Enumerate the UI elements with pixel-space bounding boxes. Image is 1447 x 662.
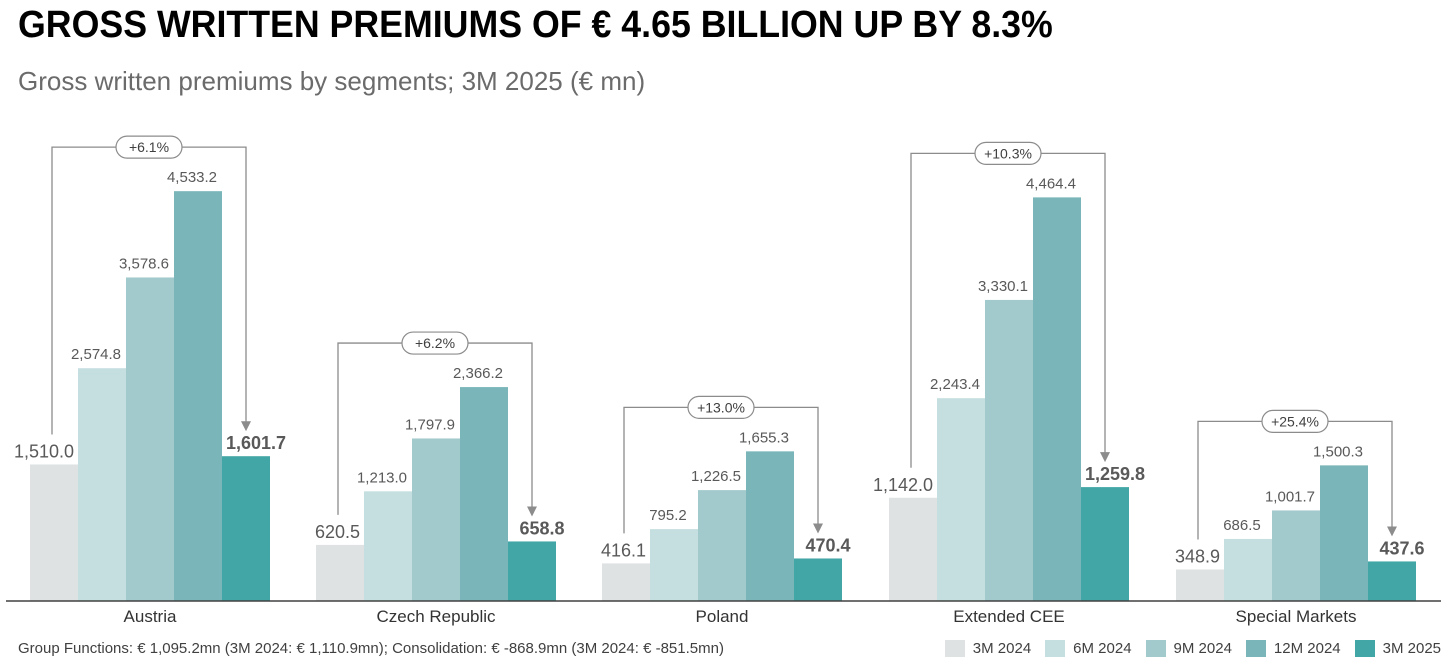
bar-austria-9m-2024 <box>126 277 174 601</box>
bar-austria-12m-2024 <box>174 191 222 601</box>
legend-label: 6M 2024 <box>1073 640 1132 657</box>
legend-swatch <box>1245 640 1266 657</box>
growth-label-extended-cee: +10.3% <box>984 145 1032 161</box>
legend-swatch <box>1045 640 1066 657</box>
data-label-austria-9m-2024: 3,578.6 <box>119 255 169 272</box>
growth-label-czech-republic: +6.2% <box>415 335 455 351</box>
bar-special-markets-3m-2024 <box>1176 569 1224 601</box>
bar-extended-cee-6m-2024 <box>937 398 985 601</box>
bar-poland-6m-2024 <box>650 529 698 601</box>
data-label-czech-republic-3m-2024: 620.5 <box>315 522 360 542</box>
bar-poland-12m-2024 <box>746 451 794 601</box>
growth-label-special-markets: +25.4% <box>1271 413 1319 429</box>
growth-badge-poland <box>687 395 755 419</box>
data-label-special-markets-3m-2025: 437.6 <box>1379 538 1424 558</box>
data-label-poland-6m-2024: 795.2 <box>649 507 687 524</box>
data-label-special-markets-12m-2024: 1,500.3 <box>1313 443 1363 460</box>
data-label-special-markets-3m-2024: 348.9 <box>1175 546 1220 566</box>
bar-special-markets-6m-2024 <box>1224 538 1272 601</box>
bar-special-markets-12m-2024 <box>1320 465 1368 601</box>
data-label-extended-cee-6m-2024: 2,243.4 <box>930 376 980 393</box>
bar-czech-republic-9m-2024 <box>412 438 460 601</box>
data-label-poland-12m-2024: 1,655.3 <box>739 429 789 446</box>
bar-special-markets-3m-2025 <box>1368 561 1416 601</box>
legend-item-3m-2024: 3M 2024 <box>944 640 1032 657</box>
page-title: GROSS WRITTEN PREMIUMS OF € 4.65 BILLION… <box>18 4 1053 46</box>
legend-label: 12M 2024 <box>1273 640 1341 657</box>
growth-badge-special-markets <box>1261 409 1329 433</box>
data-label-poland-3m-2025: 470.4 <box>805 535 850 555</box>
footnote: Group Functions: € 1,095.2mn (3M 2024: €… <box>18 640 724 657</box>
legend-item-12m-2024: 12M 2024 <box>1245 640 1341 657</box>
category-label-czech-republic: Czech Republic <box>376 607 496 626</box>
data-label-czech-republic-9m-2024: 1,797.9 <box>405 416 455 433</box>
growth-label-austria: +6.1% <box>129 139 169 155</box>
data-label-special-markets-9m-2024: 1,001.7 <box>1265 488 1315 505</box>
legend-swatch <box>1354 640 1375 657</box>
data-label-austria-3m-2025: 1,601.7 <box>226 433 286 453</box>
bar-austria-3m-2024 <box>30 464 78 601</box>
bar-czech-republic-12m-2024 <box>460 387 508 601</box>
data-label-extended-cee-12m-2024: 4,464.4 <box>1026 175 1076 192</box>
bar-poland-3m-2024 <box>602 563 650 601</box>
bar-special-markets-9m-2024 <box>1272 510 1320 601</box>
growth-label-poland: +13.0% <box>697 399 745 415</box>
data-label-extended-cee-3m-2025: 1,259.8 <box>1085 464 1145 484</box>
bar-austria-3m-2025 <box>222 456 270 601</box>
legend-swatch <box>944 640 965 657</box>
growth-badge-czech-republic <box>401 331 469 355</box>
data-label-czech-republic-6m-2024: 1,213.0 <box>357 469 407 486</box>
data-label-austria-3m-2024: 1,510.0 <box>14 441 74 461</box>
bar-extended-cee-3m-2025 <box>1081 487 1129 601</box>
category-label-extended-cee: Extended CEE <box>953 607 1065 626</box>
data-label-poland-9m-2024: 1,226.5 <box>691 468 741 485</box>
category-label-poland: Poland <box>696 607 749 626</box>
data-label-extended-cee-3m-2024: 1,142.0 <box>873 475 933 495</box>
growth-badge-austria <box>115 135 183 159</box>
chart-legend: 3M 2024 6M 2024 9M 2024 12M 2024 3M 2025 <box>944 640 1441 657</box>
legend-item-6m-2024: 6M 2024 <box>1045 640 1132 657</box>
bar-poland-9m-2024 <box>698 490 746 601</box>
legend-label: 9M 2024 <box>1173 640 1232 657</box>
chart-subtitle: Gross written premiums by segments; 3M 2… <box>18 66 646 96</box>
data-label-poland-3m-2024: 416.1 <box>601 540 646 560</box>
legend-item-9m-2024: 9M 2024 <box>1145 640 1232 657</box>
legend-swatch <box>1145 640 1166 657</box>
bar-czech-republic-3m-2024 <box>316 544 364 601</box>
data-label-austria-12m-2024: 4,533.2 <box>167 169 217 186</box>
bar-extended-cee-12m-2024 <box>1033 197 1081 602</box>
bar-czech-republic-3m-2025 <box>508 541 556 601</box>
data-label-austria-6m-2024: 2,574.8 <box>71 346 121 363</box>
bar-poland-3m-2025 <box>794 558 842 601</box>
category-label-special-markets: Special Markets <box>1236 607 1357 626</box>
bar-austria-6m-2024 <box>78 368 126 601</box>
data-label-czech-republic-3m-2025: 658.8 <box>519 518 564 538</box>
bar-czech-republic-6m-2024 <box>364 491 412 601</box>
data-label-extended-cee-9m-2024: 3,330.1 <box>978 278 1028 295</box>
legend-label: 3M 2024 <box>972 640 1032 657</box>
growth-badge-extended-cee <box>974 141 1042 165</box>
data-label-special-markets-6m-2024: 686.5 <box>1223 517 1261 534</box>
category-label-austria: Austria <box>124 607 177 626</box>
legend-label: 3M 2025 <box>1382 640 1441 657</box>
legend-item-3m-2025: 3M 2025 <box>1354 640 1441 657</box>
bar-extended-cee-9m-2024 <box>985 299 1033 601</box>
data-label-czech-republic-12m-2024: 2,366.2 <box>453 365 503 382</box>
bar-extended-cee-3m-2024 <box>889 497 937 601</box>
